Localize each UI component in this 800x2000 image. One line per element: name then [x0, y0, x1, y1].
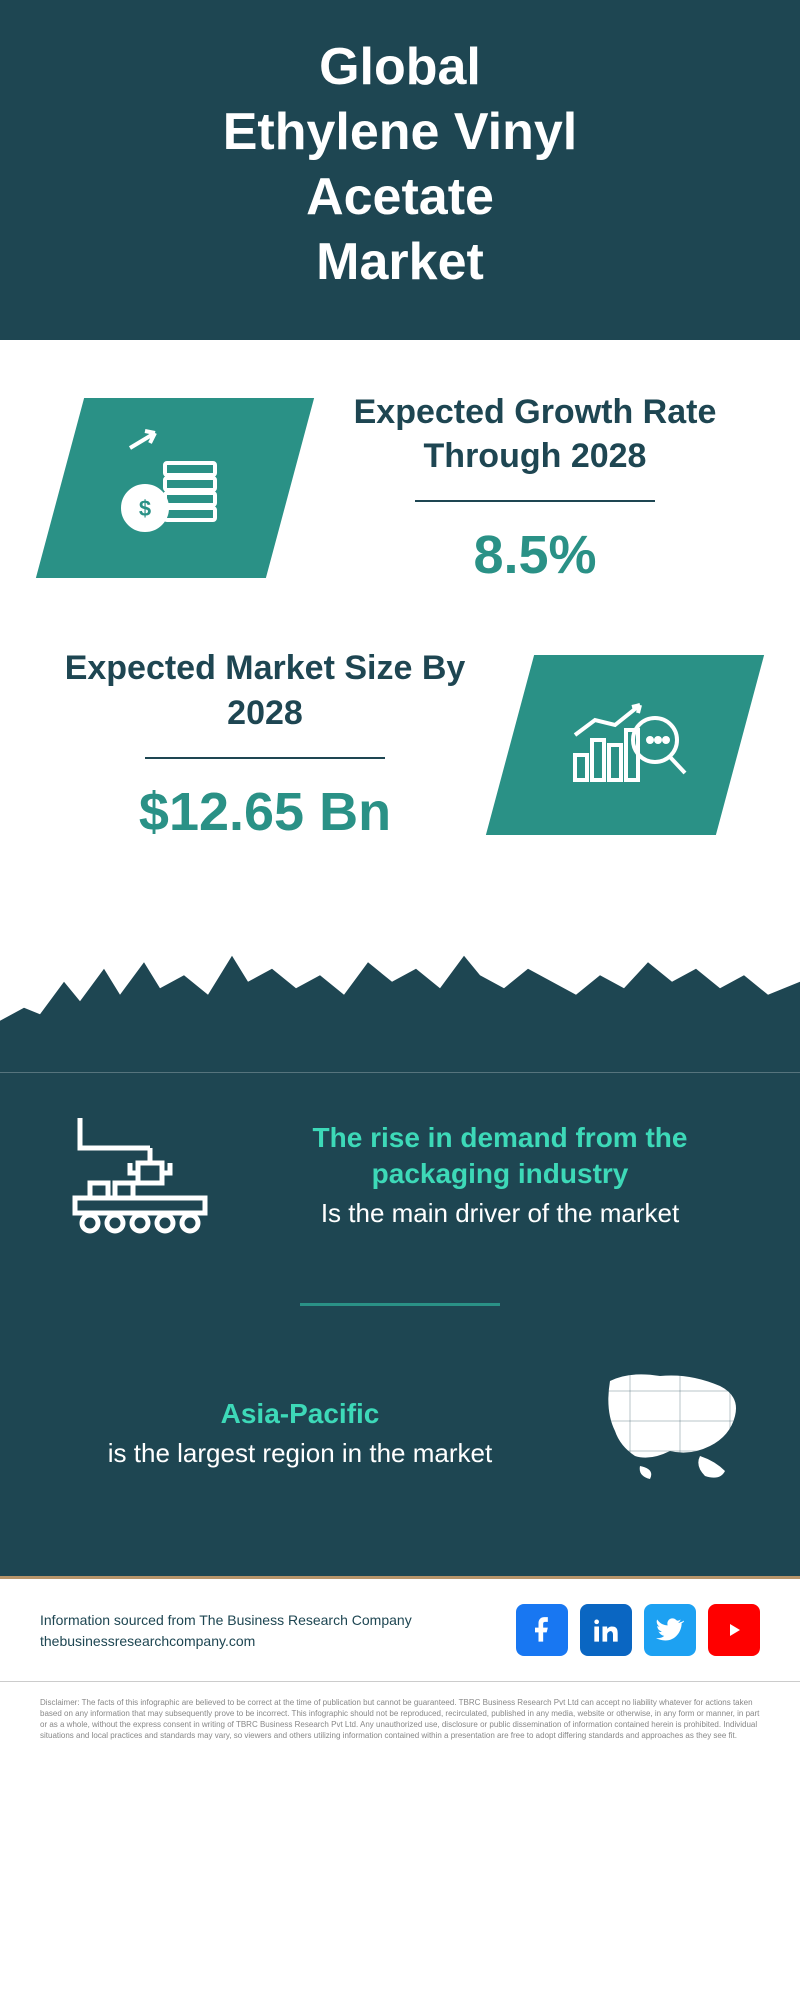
money-growth-icon: $	[110, 428, 240, 548]
title-line-2: Ethylene Vinyl	[40, 100, 760, 165]
insight-region: Asia-Pacific is the largest region in th…	[60, 1361, 740, 1506]
linkedin-icon[interactable]	[580, 1604, 632, 1656]
growth-rate-value: 8.5%	[330, 524, 740, 586]
title-line-1: Global	[40, 35, 760, 100]
stat-market-size: Expected Market Size By 2028 $12.65 Bn	[60, 646, 740, 842]
market-analysis-icon	[560, 685, 690, 805]
packaging-subtext: Is the main driver of the market	[260, 1197, 740, 1231]
market-size-value: $12.65 Bn	[60, 781, 470, 843]
source-url: thebusinessresearchcompany.com	[40, 1633, 412, 1649]
insight-text-block: Asia-Pacific is the largest region in th…	[60, 1396, 540, 1470]
map-icon-box	[580, 1361, 740, 1506]
twitter-icon[interactable]	[644, 1604, 696, 1656]
divider	[145, 757, 385, 759]
facebook-icon[interactable]	[516, 1604, 568, 1656]
disclaimer: Disclaimer: The facts of this infographi…	[0, 1681, 800, 1772]
region-highlight: Asia-Pacific	[60, 1396, 540, 1432]
youtube-icon[interactable]	[708, 1604, 760, 1656]
growth-icon-box: $	[36, 398, 314, 578]
region-subtext: is the largest region in the market	[60, 1437, 540, 1471]
market-icon-box	[486, 655, 764, 835]
title-line-4: Market	[40, 230, 760, 295]
stat-growth-rate: $ Expected Growth Rate Through 2028 8.5%	[60, 390, 740, 586]
footer: Information sourced from The Business Re…	[0, 1576, 800, 1681]
footer-text-block: Information sourced from The Business Re…	[40, 1611, 412, 1649]
insight-text-block: The rise in demand from the packaging in…	[260, 1120, 740, 1231]
section-divider	[300, 1303, 500, 1306]
stats-section: $ Expected Growth Rate Through 2028 8.5%	[0, 340, 800, 943]
title-line-3: Acetate	[40, 165, 760, 230]
packaging-icon-box	[60, 1103, 220, 1248]
stat-text-block: Expected Market Size By 2028 $12.65 Bn	[60, 646, 470, 842]
divider	[415, 500, 655, 502]
skyline-silhouette	[0, 943, 800, 1073]
svg-text:$: $	[139, 496, 151, 521]
insights-section: The rise in demand from the packaging in…	[0, 1073, 800, 1576]
stat-text-block: Expected Growth Rate Through 2028 8.5%	[330, 390, 740, 586]
packaging-icon	[60, 1103, 220, 1243]
growth-rate-label: Expected Growth Rate Through 2028	[330, 390, 740, 478]
packaging-highlight: The rise in demand from the packaging in…	[260, 1120, 740, 1193]
source-text: Information sourced from The Business Re…	[40, 1611, 412, 1631]
insight-packaging: The rise in demand from the packaging in…	[60, 1103, 740, 1248]
social-icons	[516, 1604, 760, 1656]
header: Global Ethylene Vinyl Acetate Market	[0, 0, 800, 340]
asia-map-icon	[580, 1361, 760, 1501]
market-size-label: Expected Market Size By 2028	[60, 646, 470, 734]
